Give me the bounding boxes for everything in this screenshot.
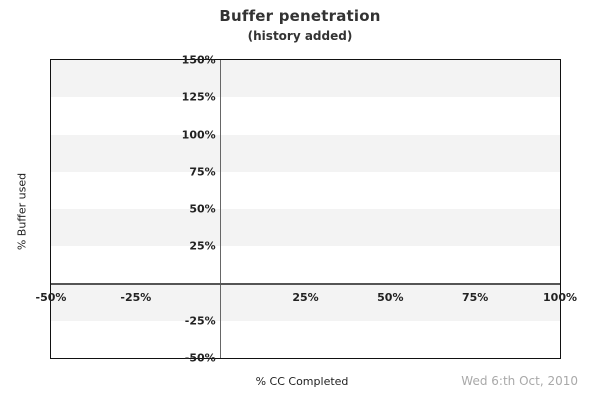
y-axis-title: % Buffer used	[15, 172, 29, 251]
x-tick-label: 75%	[461, 290, 489, 304]
y-tick-label: 125%	[181, 90, 216, 104]
grid-band	[51, 209, 560, 247]
x-axis-zero-line	[51, 282, 560, 285]
x-tick-label: -50%	[35, 290, 67, 304]
y-tick-label: -50%	[184, 351, 216, 365]
footer-date: Wed 6:th Oct, 2010	[461, 374, 578, 388]
y-tick-label: -25%	[184, 314, 216, 328]
x-axis-title: % CC Completed	[255, 375, 349, 388]
x-tick-label: 100%	[543, 290, 577, 304]
x-tick-label: 50%	[377, 290, 404, 304]
y-tick-label: 100%	[181, 128, 216, 141]
chart-title: Buffer penetration	[219, 7, 381, 25]
y-tick-label: 150%	[181, 53, 216, 67]
x-tick-label: -25%	[120, 290, 152, 304]
y-axis-zero-line	[219, 60, 222, 358]
grid-band	[51, 283, 560, 321]
grid-band	[51, 134, 560, 172]
x-tick-label: 25%	[292, 290, 319, 304]
y-tick-label: 75%	[189, 165, 216, 179]
plot-area: 150% 125% 100% 75% 50% 25% -25% -50% -50% -25% 25…	[36, 55, 577, 364]
y-tick-label: 25%	[189, 239, 216, 253]
y-tick-label: 50%	[189, 202, 216, 216]
chart-subtitle: (history added)	[247, 29, 353, 43]
grid-band	[51, 60, 560, 98]
